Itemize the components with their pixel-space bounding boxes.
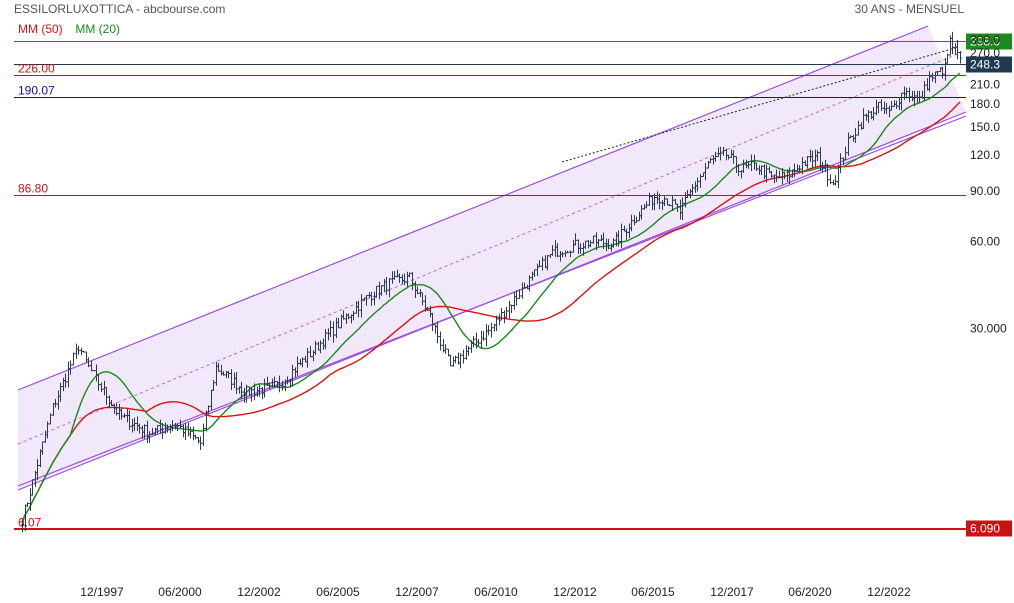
y-tick-label-3: 180.0: [970, 97, 1000, 111]
legend: MM (50) MM (20): [18, 22, 120, 36]
level-tag-5: [966, 520, 1012, 537]
y-tick-label-0: 300.0: [970, 33, 1000, 47]
y-tick-label-5: 120.0: [970, 148, 1000, 162]
level-tag-label-5: 6.090: [970, 522, 1000, 536]
x-tick-label-10: 12/2022: [867, 585, 911, 599]
level-tag-0: [966, 33, 1012, 50]
x-tick-label-7: 06/2015: [631, 585, 675, 599]
x-tick-label-0: 12/1997: [80, 585, 124, 599]
y-tick-label-2: 210.0: [970, 78, 1000, 92]
level-label-2: 226.00: [18, 62, 55, 76]
level-label-6: 6.07: [18, 516, 42, 530]
y-tick-label-7: 60.00: [970, 235, 1000, 249]
x-tick-label-3: 06/2005: [316, 585, 360, 599]
x-tick-label-6: 12/2012: [553, 585, 597, 599]
x-axis: 12/1997 06/2000 12/2002 06/2005 12/2007 06/20…: [80, 585, 911, 599]
legend-ma50: MM (50): [18, 22, 63, 36]
level-label-4: 86.80: [18, 182, 48, 196]
x-tick-label-1: 06/2000: [158, 585, 202, 599]
y-tick-label-8: 30.000: [970, 321, 1007, 335]
level-tag-1: [966, 56, 1012, 73]
level-label-3: 190.07: [18, 84, 55, 98]
x-tick-label-4: 12/2007: [395, 585, 439, 599]
level-tag-label-1: 248.3: [970, 58, 1000, 72]
x-tick-label-9: 06/2020: [788, 585, 832, 599]
channel-upper-line: [17, 25, 929, 391]
legend-ma20: MM (20): [75, 22, 121, 36]
level-tag-label-0: 298.0: [970, 35, 1000, 49]
y-tick-label-1: 270.0: [970, 46, 1000, 60]
horizontal-levels: 298.0 248.3 226.00 190.07 86.80 6.090 6.07: [14, 33, 1012, 537]
resistance-trendline: [561, 47, 956, 163]
x-tick-label-8: 12/2017: [710, 585, 754, 599]
channel-fill: [18, 26, 966, 490]
x-tick-label-2: 12/2002: [237, 585, 281, 599]
price-bars: [21, 31, 962, 533]
channel-mid-line: [17, 51, 963, 445]
x-tick-label-5: 06/2010: [474, 585, 518, 599]
y-tick-label-4: 150.0: [970, 120, 1000, 134]
chart-title: ESSILORLUXOTTICA - abcbourse.com: [14, 2, 226, 16]
moving-averages: [21, 72, 961, 526]
y-tick-label-6: 90.00: [970, 184, 1000, 198]
chart-period: 30 ANS - MENSUEL: [854, 2, 964, 16]
ma-line-20: [21, 72, 961, 526]
